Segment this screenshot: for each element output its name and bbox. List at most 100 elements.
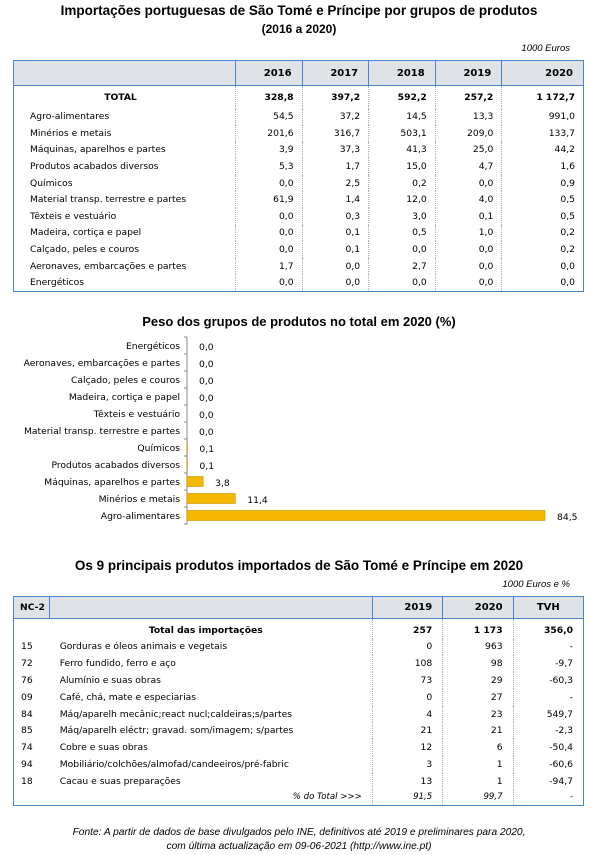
cell-value: 0,0 bbox=[368, 241, 436, 258]
table1-header-blank bbox=[13, 60, 236, 86]
table-row: Minérios e metais 201,6 316,7 503,1 209,0 133… bbox=[14, 125, 584, 142]
table-row: 84 Máq/aparelh mecânic;react nucl;caldeir… bbox=[14, 705, 584, 723]
product-label: Alumínio e suas obras bbox=[59, 674, 161, 686]
cell-value: 1 173 bbox=[442, 618, 514, 639]
cell-value: 0,0 bbox=[501, 274, 584, 292]
cell-value: -60,3 bbox=[512, 672, 584, 689]
cell-value: 5,3 bbox=[235, 158, 303, 175]
cell-value: 23 bbox=[442, 705, 514, 723]
data-label: 0,0 bbox=[199, 342, 214, 353]
row-label: Produtos acabados diversos bbox=[30, 161, 159, 173]
chart-title: Peso dos grupos de produtos no total em … bbox=[142, 314, 456, 329]
table-row: Madeira, cortiça e papel 0,0 0,1 0,5 1,0 0,2 bbox=[14, 224, 584, 242]
cell-value: 0,5 bbox=[501, 208, 584, 225]
cell-value: 41,3 bbox=[368, 141, 436, 159]
cell-value: 1,6 bbox=[501, 158, 584, 175]
cell-value: 1 bbox=[442, 756, 514, 773]
category-label: Minérios e metais bbox=[99, 494, 181, 505]
cell-value: 0,5 bbox=[501, 191, 584, 209]
cell-value: 15,0 bbox=[368, 158, 436, 175]
table2-code-header: NC-2 bbox=[13, 596, 50, 619]
table-row: 76 Alumínio e suas obras 73 29 -60,3 bbox=[14, 672, 584, 689]
cell-value: 13 bbox=[371, 772, 443, 790]
cell-value: -9,7 bbox=[512, 655, 584, 673]
data-label: 0,1 bbox=[199, 461, 214, 472]
cell-value: 328,8 bbox=[235, 85, 303, 106]
spacer-cell bbox=[301, 105, 369, 109]
table-row: 09 Café, chá, mate e especiarias 0 27- bbox=[14, 688, 584, 706]
row-label: Químicos bbox=[30, 177, 73, 189]
cell-value: 99,7 bbox=[442, 789, 514, 806]
table-row: 85 Máq/aparelh eléctr; gravad. som/imagem… bbox=[14, 722, 584, 740]
data-label: 3,8 bbox=[215, 478, 230, 489]
table1-year-header: 2019 bbox=[434, 60, 502, 86]
imports-by-group-table: 2016 2017 2018 2019 2020 TOTAL 328,8 397,2… bbox=[13, 60, 584, 292]
table1-title: Importações portuguesas de São Tomé e Pr… bbox=[60, 3, 538, 18]
cell-value: 0,0 bbox=[301, 274, 369, 292]
cell-value: 0,0 bbox=[235, 241, 303, 258]
data-label: 0,0 bbox=[199, 393, 214, 404]
category-label: Calçado, peles e couros bbox=[71, 375, 180, 386]
cell-value: - bbox=[512, 638, 584, 656]
table-row: Material transp. terrestre e partes 61,9 1… bbox=[14, 191, 584, 209]
cell-value: 0,0 bbox=[368, 274, 436, 292]
table-row: 74 Cobre e suas obras 12 6 -50,4 bbox=[14, 739, 584, 757]
cell-value: 257,2 bbox=[434, 85, 502, 106]
code-cell: 18 bbox=[21, 775, 33, 787]
product-label: Café, chá, mate e especiarias bbox=[59, 691, 197, 703]
cell-value: 0,5 bbox=[368, 224, 436, 242]
cell-value: 201,6 bbox=[235, 125, 303, 142]
table-row: Máquinas, aparelhos e partes 3,9 37,3 41,3 2… bbox=[14, 141, 584, 159]
table2-header-blank bbox=[49, 596, 373, 619]
cell-value: 73 bbox=[371, 672, 443, 689]
cell-value: -60,6 bbox=[512, 756, 584, 773]
cell-value: 54,5 bbox=[235, 108, 303, 126]
table2-header-row: NC-2 2019 2020 TVH bbox=[13, 596, 584, 619]
cell-value: 133,7 bbox=[501, 125, 584, 142]
top-products-table: NC-2 2019 2020 TVH Total das importações… bbox=[13, 596, 584, 807]
row-label: Calçado, peles e couros bbox=[30, 244, 140, 256]
cell-value: 0,0 bbox=[501, 257, 584, 275]
cell-value: 61,9 bbox=[235, 191, 303, 209]
table-row: Calçado, peles e couros 0,0 0,1 0,0 0,0 0,2 bbox=[14, 241, 584, 258]
table2-total-row: Total das importações 257 1 173 356,0 bbox=[14, 618, 584, 639]
cell-value: -94,7 bbox=[512, 772, 584, 790]
source-note: Fonte: A partir de dados de base divulga… bbox=[0, 826, 598, 854]
data-label: 84,5 bbox=[557, 512, 578, 523]
table-row: Agro-alimentares 54,5 37,2 14,5 13,3 991,0 bbox=[14, 108, 584, 126]
cell-value: 12,0 bbox=[368, 191, 436, 209]
cell-value: 3 bbox=[371, 756, 443, 773]
spacer-cell bbox=[368, 105, 436, 109]
cell-value: 6 bbox=[442, 739, 514, 757]
product-label: Ferro fundido, ferro e aço bbox=[59, 658, 176, 670]
table1-year-header: 2020 bbox=[501, 60, 584, 86]
code-cell bbox=[14, 790, 50, 806]
cell-value: 0,0 bbox=[301, 257, 369, 275]
cell-value: 25,0 bbox=[434, 141, 502, 159]
cell-value: 0,9 bbox=[501, 174, 584, 192]
row-label: Têxteis e vestuário bbox=[30, 210, 117, 222]
cell-value: 0,0 bbox=[434, 241, 502, 258]
code-cell: 09 bbox=[21, 691, 33, 703]
table-row: 18 Cacau e suas preparações 13 1 -94,7 bbox=[14, 772, 584, 790]
spacer-cell bbox=[501, 105, 584, 109]
category-label: Agro-alimentares bbox=[101, 511, 180, 522]
cell-value: 0,0 bbox=[434, 174, 502, 192]
category-label: Energéticos bbox=[126, 341, 180, 352]
cell-value: 37,3 bbox=[301, 141, 369, 159]
table2-col-header: 2019 bbox=[371, 596, 443, 619]
cell-value: 503,1 bbox=[368, 125, 436, 142]
cell-value: 44,2 bbox=[501, 141, 584, 159]
code-cell bbox=[14, 619, 50, 639]
data-label: 0,0 bbox=[199, 410, 214, 421]
table1-year-header: 2017 bbox=[301, 60, 369, 86]
category-label: Aeronaves, embarcações e partes bbox=[24, 358, 181, 369]
cell-value: - bbox=[512, 688, 584, 706]
cell-value: 12 bbox=[371, 739, 443, 757]
cell-value: 29 bbox=[442, 672, 514, 689]
product-label: Cobre e suas obras bbox=[59, 742, 148, 754]
table-row: 94 Mobiliário/colchões/almofad/candeeiros… bbox=[14, 756, 584, 773]
code-cell: 15 bbox=[21, 641, 33, 653]
cell-value: 0,2 bbox=[368, 174, 436, 192]
source-line-2: com última actualização em 09-06-2021 (h… bbox=[166, 841, 432, 852]
